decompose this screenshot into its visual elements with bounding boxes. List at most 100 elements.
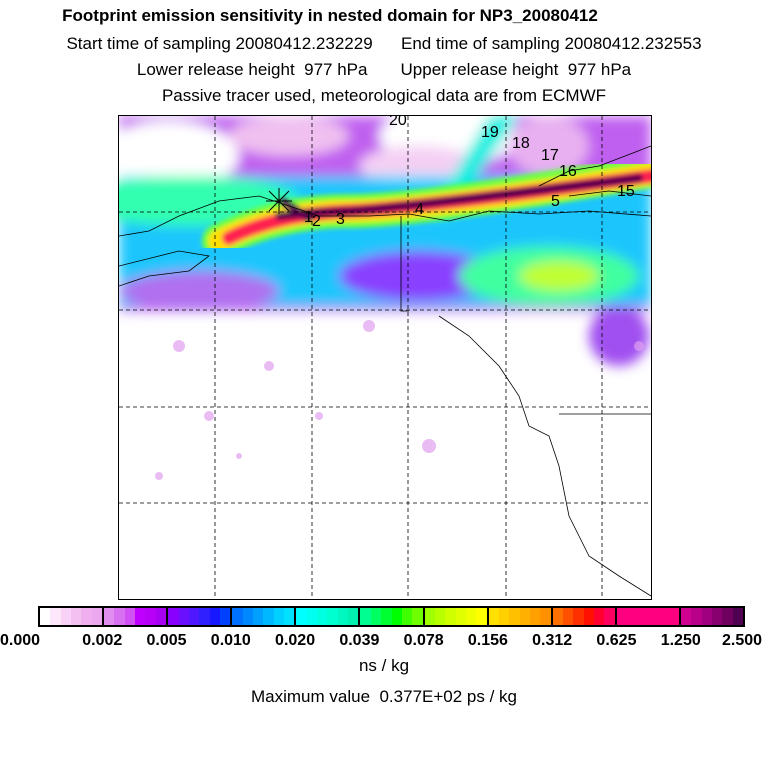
- colorbar-step: [252, 608, 264, 625]
- colorbar-tick-label: 0.312: [532, 632, 573, 649]
- colorbar-step: [701, 608, 712, 625]
- time-label: 2: [312, 213, 321, 230]
- colorbar-step: [476, 608, 487, 625]
- colorbar-step: [445, 608, 456, 625]
- grid-lines: [119, 116, 651, 599]
- colorbar-step: [530, 608, 541, 625]
- colorbar-step: [594, 608, 605, 625]
- colorbar-unit: ns / kg: [358, 656, 410, 675]
- colorbar-step: [296, 608, 307, 625]
- colorbar-step: [114, 608, 125, 625]
- colorbar-step: [647, 608, 659, 625]
- colorbar-step: [306, 608, 318, 625]
- colorbar-step: [711, 608, 723, 625]
- colorbar-step: [658, 608, 669, 625]
- colorbar-step: [232, 608, 243, 625]
- footprint-map: 1 2 3 4 5 15 16 17 18 19 20: [79, 106, 668, 600]
- colorbar-step: [337, 608, 349, 625]
- colorbar-step: [540, 608, 551, 625]
- colorbar-segment: [552, 608, 617, 625]
- colorbar-step: [209, 608, 220, 625]
- colorbar-segment: [104, 608, 169, 625]
- colorbar-step: [263, 608, 274, 625]
- time-label: 17: [541, 147, 559, 164]
- time-label: 5: [551, 193, 560, 210]
- time-label: 1: [304, 209, 313, 226]
- colorbar-step: [104, 608, 115, 625]
- colorbar-step: [91, 608, 103, 625]
- colorbar-step: [616, 608, 628, 625]
- sampling-times: Start time of sampling 20080412.232229 E…: [0, 34, 768, 54]
- colorbar-step: [135, 608, 146, 625]
- colorbar-segment: [680, 608, 743, 625]
- colorbar-step: [284, 608, 295, 625]
- colorbar-step: [509, 608, 520, 625]
- colorbar-step: [124, 608, 136, 625]
- colorbar-step: [360, 608, 371, 625]
- time-label: 19: [481, 124, 499, 141]
- colorbar-step: [722, 608, 733, 625]
- colorbar-step: [178, 608, 189, 625]
- colorbar-step: [60, 608, 72, 625]
- colorbar-step: [168, 608, 179, 625]
- lower-height: Lower release height 977 hPa: [136, 60, 368, 79]
- colorbar-step: [145, 608, 156, 625]
- plume: [202, 154, 668, 258]
- colorbar-step: [519, 608, 531, 625]
- colorbar-tick-label: 0.020: [275, 632, 316, 649]
- colorbar-tick-label: 0.005: [146, 632, 187, 649]
- release-heights: Lower release height 977 hPa Upper relea…: [0, 60, 768, 80]
- colorbar-step: [81, 608, 92, 625]
- colorbar-step: [583, 608, 595, 625]
- colorbar-segment: [360, 608, 425, 625]
- colorbar-step: [348, 608, 359, 625]
- colorbar-tick-label: 0.078: [403, 632, 444, 649]
- colorbar-tick-label: 2.500: [721, 632, 763, 649]
- sensitivity-field: [79, 106, 651, 366]
- colorbar-step: [391, 608, 402, 625]
- colorbar-segment: [424, 608, 489, 625]
- colorbar: [38, 606, 745, 627]
- colorbar-step: [732, 608, 743, 625]
- colorbar-step: [465, 608, 477, 625]
- colorbar-step: [188, 608, 200, 625]
- colorbar-step: [71, 608, 82, 625]
- colorbar-tick-label: 0.010: [210, 632, 251, 649]
- sparse-field: [155, 320, 644, 480]
- colorbar-step: [40, 608, 51, 625]
- tracer-note: Passive tracer used, meteorological data…: [161, 86, 607, 105]
- colorbar-tick-label: 0.002: [82, 632, 123, 649]
- time-label: 4: [415, 201, 424, 218]
- colorbar-step: [680, 608, 692, 625]
- maximum-value: Maximum value 0.377E+02 ps / kg: [251, 687, 517, 706]
- start-time: Start time of sampling 20080412.232229: [66, 34, 373, 53]
- colorbar-step: [573, 608, 584, 625]
- colorbar-tick-label: 0.625: [596, 632, 637, 649]
- colorbar-tick-label: 0.000: [0, 632, 41, 649]
- colorbar-step: [552, 608, 564, 625]
- colorbar-segment: [488, 608, 553, 625]
- colorbar-step: [424, 608, 435, 625]
- colorbar-step: [627, 608, 638, 625]
- colorbar-step: [242, 608, 253, 625]
- colorbar-tick-label: 0.039: [339, 632, 380, 649]
- colorbar-step: [637, 608, 648, 625]
- colorbar-segment: [616, 608, 681, 625]
- colorbar-step: [219, 608, 231, 625]
- colorbar-step: [412, 608, 423, 625]
- colorbar-step: [691, 608, 702, 625]
- time-label: 20: [389, 116, 407, 129]
- coastlines: [118, 145, 652, 597]
- time-labels: 1 2 3 4 5 15 16 17 18 19 20: [304, 112, 635, 230]
- colorbar-step: [401, 608, 413, 625]
- colorbar-tick-label: 0.156: [467, 632, 508, 649]
- colorbar-tick-label: 1.250: [660, 632, 701, 649]
- colorbar-segment: [40, 608, 105, 625]
- colorbar-step: [563, 608, 574, 625]
- colorbar-segment: [296, 608, 361, 625]
- upper-height: Upper release height 977 hPa: [400, 60, 632, 79]
- colorbar-step: [455, 608, 466, 625]
- colorbar-step: [381, 608, 392, 625]
- colorbar-segment: [232, 608, 297, 625]
- colorbar-step: [488, 608, 499, 625]
